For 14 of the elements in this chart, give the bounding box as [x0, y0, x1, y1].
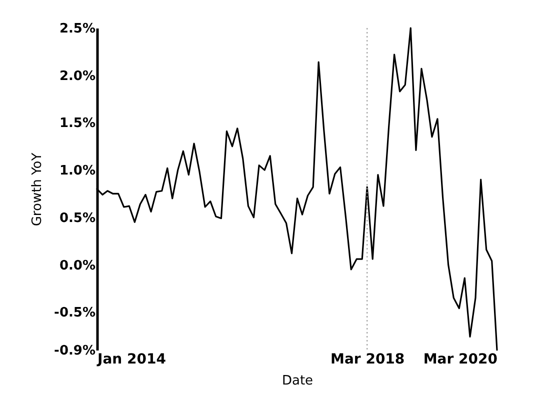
- line-series: [96, 27, 498, 351]
- x-tick-label: Mar 2020: [423, 352, 498, 368]
- y-tick-label: 1.5%: [59, 116, 96, 132]
- y-tick-label: 0.5%: [59, 210, 96, 226]
- x-tick-label: Mar 2018: [330, 352, 405, 368]
- y-tick-label: -0.5%: [54, 306, 96, 321]
- x-axis-title: Date: [282, 374, 314, 388]
- x-tick-label: Jan 2014: [96, 352, 166, 368]
- y-tick-label: 1.0%: [59, 164, 96, 179]
- y-axis-title: Growth YoY: [30, 152, 46, 226]
- y-tick-label: 0.0%: [59, 258, 96, 274]
- y-tick-label: 2.5%: [59, 22, 96, 36]
- y-tick-label: -0.9%: [54, 344, 96, 358]
- y-tick-label: 2.0%: [59, 68, 96, 84]
